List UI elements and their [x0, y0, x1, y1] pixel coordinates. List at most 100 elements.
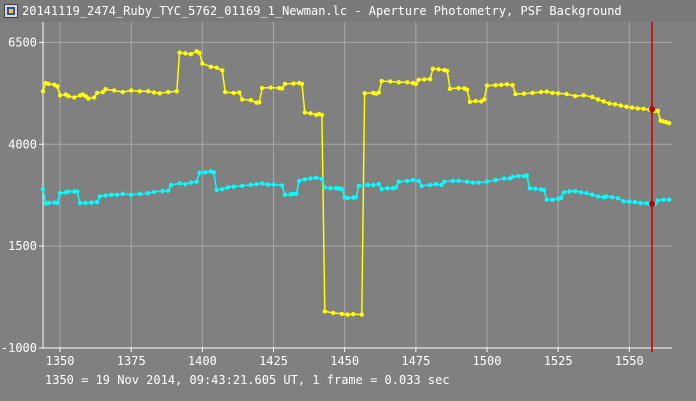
series-1-point — [268, 85, 273, 90]
series-2-point — [353, 195, 359, 200]
series-2-point — [197, 170, 202, 175]
series-2-point — [248, 182, 253, 188]
series-2-point — [456, 178, 461, 184]
series-2-point — [214, 187, 219, 193]
series-2-point — [83, 200, 88, 206]
series-1-point — [322, 309, 327, 314]
y-tick-label: 6500 — [8, 35, 37, 49]
x-tick-label: 1550 — [615, 354, 644, 368]
series-1-point — [319, 112, 325, 118]
series-1-point — [473, 98, 478, 104]
series-1-point — [510, 82, 515, 88]
series-1-point — [655, 108, 660, 114]
series-2-point — [137, 191, 142, 197]
series-2-point — [370, 182, 376, 188]
x-tick-label: 1500 — [473, 354, 502, 368]
series-2-point — [89, 200, 94, 205]
series-2-point — [385, 186, 390, 191]
series-1-point — [92, 95, 97, 100]
series-2-point — [590, 192, 595, 197]
time-reference-info: 1350 = 19 Nov 2014, 09:43:21.605 UT, 1 f… — [45, 373, 450, 387]
series-2-point — [168, 182, 174, 188]
series-1-point — [188, 51, 194, 57]
series-2-point — [319, 176, 325, 182]
series-1-point — [197, 50, 202, 56]
series-2-point — [94, 199, 100, 205]
series-1-point — [214, 65, 219, 70]
light-curve-chart[interactable]: 1350 1375 1400 1425 1450 1475 1500 1525 1550 -100… — [0, 22, 696, 373]
series-2-point — [151, 189, 157, 195]
series-1-point — [481, 97, 487, 102]
series-2-point — [177, 181, 182, 186]
series-1-point — [612, 102, 618, 107]
series-1-point — [493, 82, 498, 88]
series-2-point — [339, 186, 345, 192]
series-1-point — [595, 97, 601, 102]
series-2-point — [302, 177, 308, 182]
series-2-point — [211, 170, 216, 175]
series-2-point — [103, 193, 108, 198]
series-1-point — [174, 89, 179, 94]
series-1-point — [379, 78, 384, 84]
series-1-point — [601, 99, 606, 104]
series-2-point — [470, 180, 475, 185]
series-1-point — [177, 50, 182, 55]
series-2-point — [524, 173, 530, 178]
series-1-point — [220, 68, 225, 73]
series-2-point — [666, 197, 672, 202]
series-1-point — [618, 103, 623, 108]
series-2-point — [74, 189, 80, 194]
series-2-point — [57, 190, 63, 196]
series-2-point — [450, 178, 456, 184]
series-2-point — [405, 178, 410, 184]
series-2-point — [296, 178, 302, 184]
series-1-point — [555, 91, 561, 96]
series-1-point — [345, 312, 350, 317]
series-2-point — [541, 187, 547, 193]
window-title: 20141119_2474_Ruby_TYC_5762_01169_1_Newm… — [22, 4, 622, 18]
series-1-point — [635, 106, 641, 111]
series-2-point — [194, 179, 199, 184]
series-1-point — [624, 104, 629, 109]
series-2-point — [501, 176, 507, 181]
series-1-point — [46, 81, 51, 87]
series-1-point — [248, 98, 253, 103]
series-2-point — [120, 191, 125, 197]
title-bar[interactable]: 20141119_2474_Ruby_TYC_5762_01169_1_Newm… — [0, 0, 696, 22]
series-1-point — [388, 79, 393, 84]
cursor-marker-2 — [649, 200, 656, 207]
app-icon[interactable] — [4, 4, 18, 18]
series-2-point — [464, 179, 470, 184]
x-tick-label: 1350 — [46, 354, 75, 368]
series-1-point — [40, 89, 46, 94]
x-tick-label: 1425 — [259, 354, 288, 368]
series-1-point — [362, 91, 367, 96]
series-2-point — [356, 183, 362, 189]
series-1-point — [86, 96, 91, 101]
series-1-point — [129, 88, 134, 93]
series-1-point — [550, 90, 555, 96]
series-2-point — [610, 195, 615, 200]
series-2-point — [661, 197, 666, 202]
series-1-point — [231, 90, 236, 96]
series-2-point — [493, 177, 498, 183]
series-1-point — [666, 120, 672, 126]
series-2-point — [595, 194, 601, 199]
series-2-point — [160, 188, 165, 194]
series-1-point — [200, 61, 205, 66]
x-tick-label: 1375 — [117, 354, 146, 368]
series-2-point — [510, 174, 515, 180]
series-2-point — [322, 185, 327, 190]
series-2-point — [578, 190, 584, 195]
series-2-point — [416, 178, 421, 184]
series-1-point — [641, 106, 646, 111]
series-1-point — [413, 81, 419, 87]
series-2-point — [231, 184, 236, 189]
series-2-point — [604, 194, 609, 199]
series-1-point — [100, 89, 105, 95]
series-2-point — [442, 179, 447, 184]
series-2-point — [345, 195, 350, 201]
series-2-point — [240, 183, 245, 189]
series-1-point — [146, 89, 151, 94]
